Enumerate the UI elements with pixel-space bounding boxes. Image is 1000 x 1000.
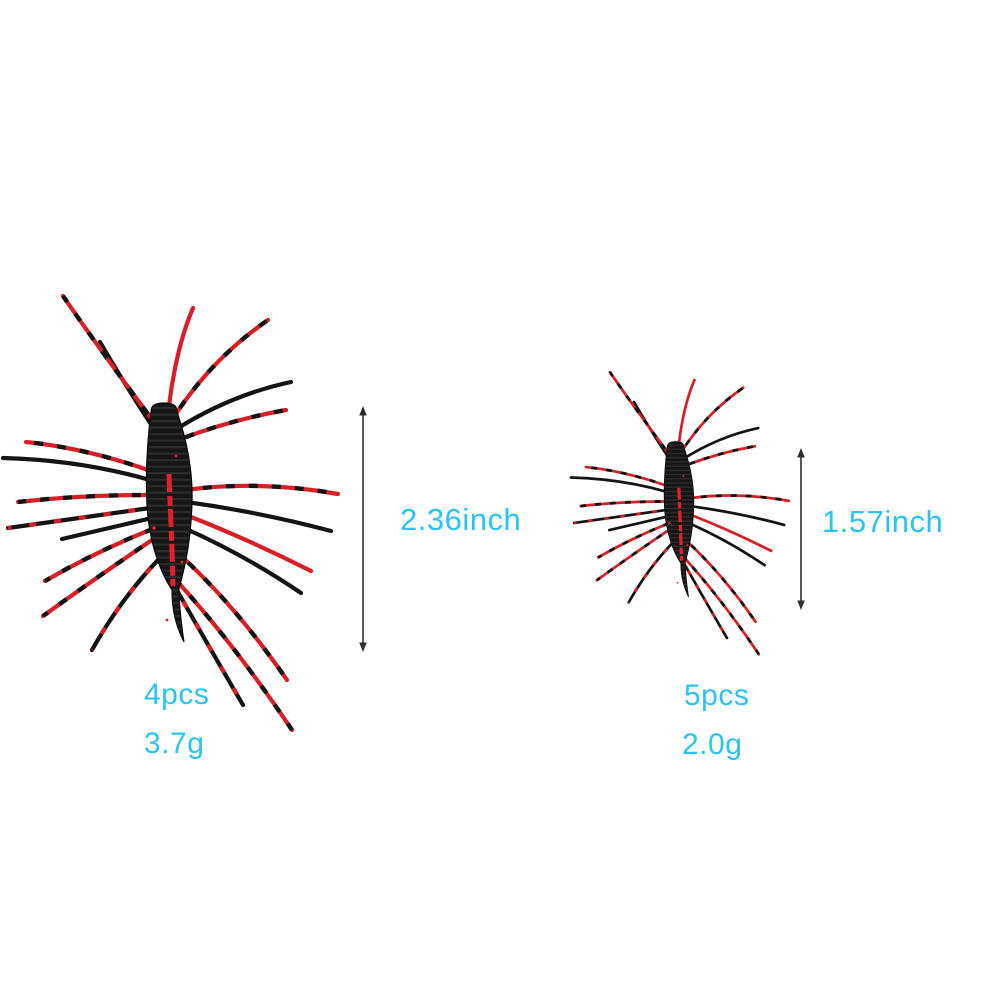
pieces-label-large: 4pcs xyxy=(144,678,210,711)
pieces-label-small: 5pcs xyxy=(684,679,750,712)
length-label-large: 2.36inch xyxy=(400,502,522,537)
lure-photo-small xyxy=(569,370,791,656)
weight-label-small: 2.0g xyxy=(682,728,743,761)
measure-arrow-icon-large xyxy=(359,406,367,652)
weight-label-large: 3.7g xyxy=(144,727,205,760)
length-label-small: 1.57inch xyxy=(822,504,944,539)
lure-photo-large xyxy=(0,290,340,740)
measure-arrow-icon-small xyxy=(797,448,805,610)
